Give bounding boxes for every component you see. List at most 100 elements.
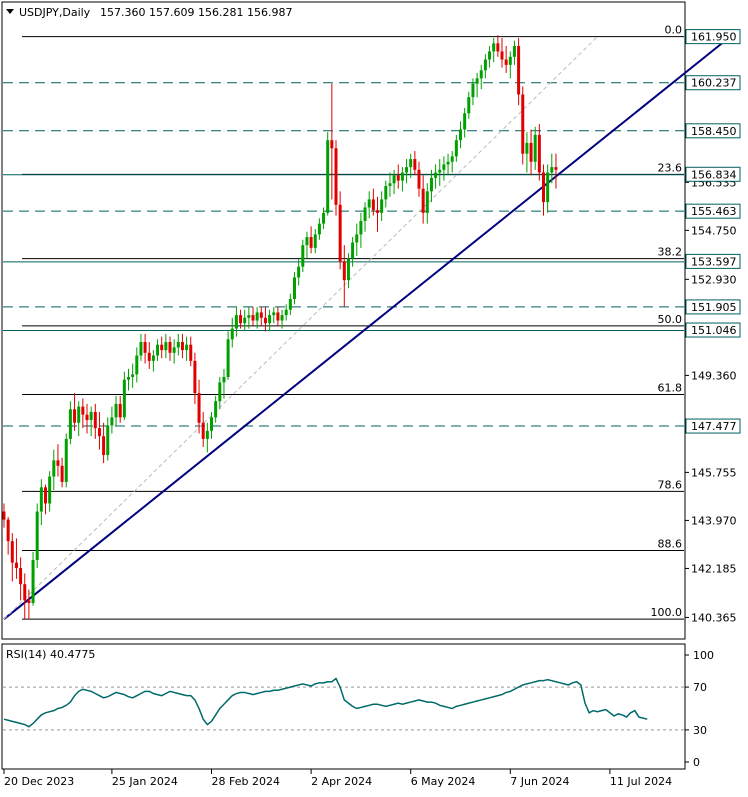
candle-body [60,465,64,482]
candle [201,411,205,447]
candle [351,237,355,267]
candle [23,573,27,620]
price-level-box-label: 153.597 [691,255,737,268]
candle-body [392,175,396,184]
candle-body [463,113,467,130]
candle-body [259,312,263,318]
candle-body [247,315,251,318]
candle-body [230,328,234,340]
candle [135,347,139,383]
candle [388,172,392,197]
price-level-box: 151.905 [685,299,741,315]
candle-body [214,401,218,418]
candle-body [210,417,213,431]
candle [521,86,525,165]
candle-body [27,600,31,604]
candle-body [504,59,508,65]
time-tick-label: 11 Jul 2024 [610,775,672,788]
candle-body [135,355,139,375]
candle-body [14,562,18,569]
candle-body [459,129,462,141]
candle [127,368,130,391]
candle [442,156,446,181]
candle-body [93,411,97,429]
candle [371,188,375,216]
candle-body [189,344,193,361]
price-level-box-bg [685,299,741,315]
candle [359,212,363,248]
candle-body [39,487,43,512]
candle [301,239,305,273]
fib-level-label: 0.0 [665,24,683,37]
candle [180,333,184,359]
candle [280,309,284,329]
candle [346,253,350,289]
rsi-panel-frame [1,643,686,770]
candle [438,159,442,186]
candle-body [68,409,72,439]
candle-body [313,234,317,248]
candle-body [442,164,446,170]
candle [334,140,338,216]
candle-body [334,148,338,205]
candle-body [396,175,400,181]
time-tick-label: 25 Jan 2024 [112,775,178,788]
candle [102,422,106,464]
rsi-tick-label: 100 [693,649,714,662]
candle [326,132,330,216]
price-level-box-label: 161.950 [691,31,737,44]
candle [392,169,396,195]
candle-body [425,191,429,213]
candle [517,37,521,106]
candle-body [342,261,346,281]
candle-body [330,140,334,149]
candle [405,159,409,184]
candle [239,309,243,329]
candle-body [371,199,375,211]
candle-body [355,234,359,243]
candle-body [102,436,106,456]
fib-diagonal-line [3,36,598,620]
horizontal-levels [3,36,684,620]
candle [363,202,367,232]
time-tick-label: 28 Feb 2024 [212,775,280,788]
candle-body [467,97,471,114]
candle [60,457,64,488]
candle-body [89,411,93,421]
candle-body [475,78,479,84]
candle-body [288,298,292,310]
candle-body [197,393,201,423]
candle-body [35,511,39,560]
candle [355,223,359,256]
candle-body [367,199,371,208]
rsi-title: RSI(14) 40.4775 [6,648,95,661]
candle [479,64,483,90]
fib-labels: 0.0 23.6 38.2 50.0 61.8 78.6 88.6 100.0 [651,24,683,620]
candle-body [363,207,367,221]
candle-body [496,43,500,52]
candle-body [483,59,487,71]
candle-body [359,220,363,235]
candle [425,183,429,224]
candle-body [243,317,247,324]
candle-body [533,134,537,162]
candle-body [400,172,404,181]
price-tick-label: 149.360 [691,369,737,382]
candle [168,336,172,361]
time-tick-label: 6 May 2024 [411,775,476,788]
candle-body [471,83,475,98]
candle [496,35,500,57]
symbol-dropdown-icon[interactable] [6,9,14,14]
candle-body [180,342,184,351]
candle [542,164,545,216]
candle-body [205,430,209,439]
candle [68,401,72,445]
candle-body [450,156,454,162]
candle [508,51,512,79]
candle-body [488,51,492,60]
candle-body [251,315,255,321]
candle [429,169,433,203]
candle-body [376,210,379,213]
candle [546,164,550,213]
candle [106,417,110,461]
